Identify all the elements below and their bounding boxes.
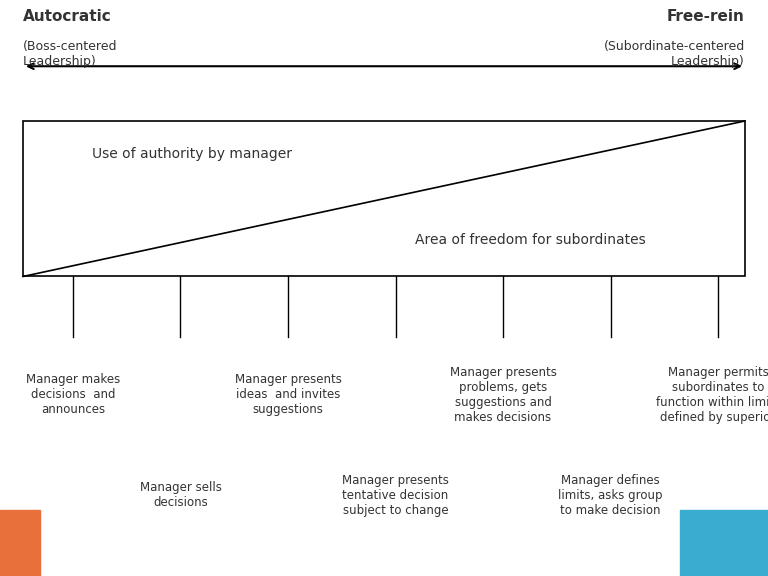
Text: Autocratic: Autocratic [23,9,112,24]
Text: Manager defines
limits, asks group
to make decision: Manager defines limits, asks group to ma… [558,474,663,517]
Bar [23,121,745,276]
Text: (Boss-centered
Leadership): (Boss-centered Leadership) [23,40,118,69]
Text: Use of authority by manager: Use of authority by manager [92,147,292,161]
Text: Manager makes
decisions  and
announces: Manager makes decisions and announces [26,373,120,416]
Text: Manager presents
ideas  and invites
suggestions: Manager presents ideas and invites sugge… [234,373,342,416]
Text: Manager sells
decisions: Manager sells decisions [140,482,221,509]
Text: Manager presents
problems, gets
suggestions and
makes decisions: Manager presents problems, gets suggesti… [449,366,557,423]
Text: Manager presents
tentative decision
subject to change: Manager presents tentative decision subj… [342,474,449,517]
Text: Manager permits
subordinates to
function within limits
defined by superior: Manager permits subordinates to function… [656,366,768,423]
Text: (Subordinate-centered
Leadership): (Subordinate-centered Leadership) [604,40,745,69]
Text: Area of freedom for subordinates: Area of freedom for subordinates [415,233,645,247]
Text: Free-rein: Free-rein [667,9,745,24]
